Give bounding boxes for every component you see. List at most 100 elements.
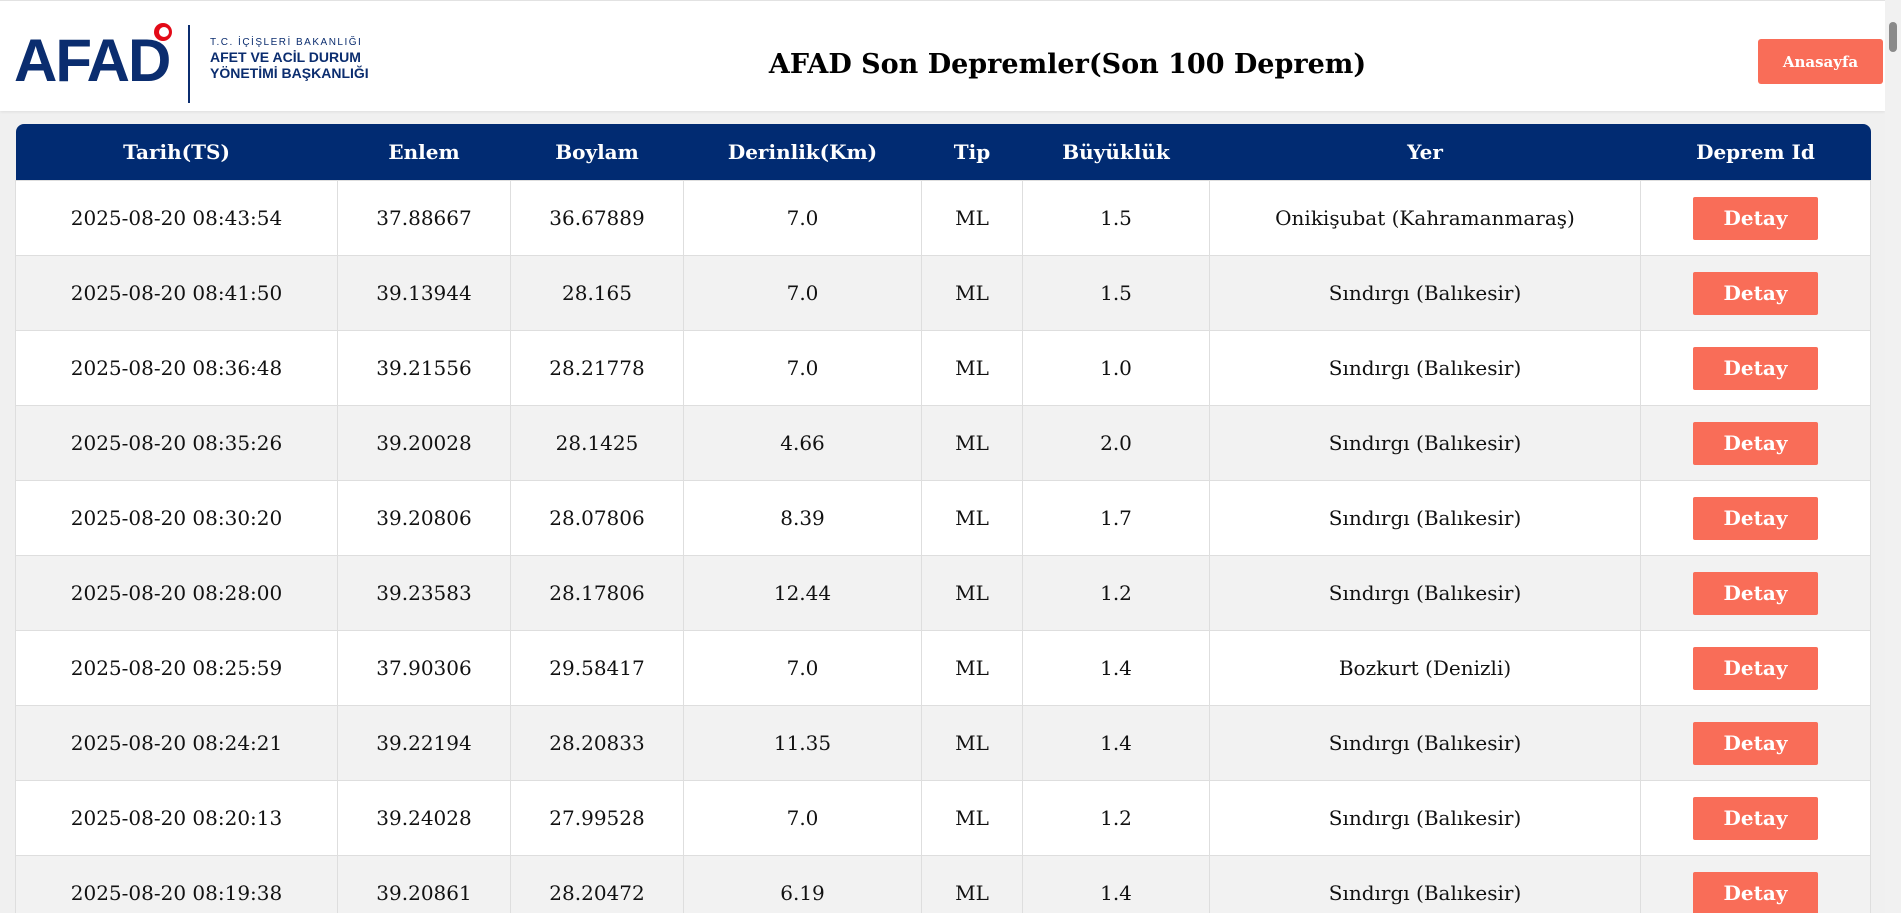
cell-magnitude: 2.0 bbox=[1022, 405, 1210, 481]
cell-depth: 12.44 bbox=[683, 555, 922, 631]
cell-depth: 7.0 bbox=[683, 330, 922, 406]
cell-longitude: 27.99528 bbox=[510, 780, 684, 856]
cell-location: Sındırgı (Balıkesir) bbox=[1209, 255, 1641, 331]
logo-text: T.C. İÇİŞLERİ BAKANLIĞI AFET VE ACİL DUR… bbox=[210, 37, 369, 81]
afad-logo[interactable]: AFAD T.C. İÇİŞLERİ BAKANLIĞI AFET VE ACİ… bbox=[14, 23, 374, 105]
scrollbar-thumb[interactable] bbox=[1889, 22, 1897, 52]
detail-button[interactable]: Detay bbox=[1693, 196, 1818, 240]
home-button[interactable]: Anasayfa bbox=[1758, 39, 1883, 84]
detail-button[interactable]: Detay bbox=[1693, 346, 1818, 390]
cell-date: 2025-08-20 08:28:00 bbox=[15, 555, 338, 631]
cell-latitude: 39.22194 bbox=[337, 705, 511, 781]
cell-type: ML bbox=[921, 180, 1023, 256]
column-header: Tip bbox=[953, 140, 991, 164]
cell-longitude: 28.165 bbox=[510, 255, 684, 331]
cell-depth: 11.35 bbox=[683, 705, 922, 781]
cell-detail: Detay bbox=[1640, 330, 1871, 406]
cell-location: Sındırgı (Balıkesir) bbox=[1209, 330, 1641, 406]
table-row: 2025-08-20 08:28:00 39.23583 28.17806 12.44… bbox=[15, 555, 1871, 631]
header: AFAD T.C. İÇİŞLERİ BAKANLIĞI AFET VE ACİ… bbox=[0, 0, 1885, 111]
cell-longitude: 28.1425 bbox=[510, 405, 684, 481]
detail-button[interactable]: Detay bbox=[1693, 796, 1818, 840]
cell-latitude: 37.88667 bbox=[337, 180, 511, 256]
cell-detail: Detay bbox=[1640, 180, 1871, 256]
cell-detail: Detay bbox=[1640, 780, 1871, 856]
logo-ministry: T.C. İÇİŞLERİ BAKANLIĞI bbox=[210, 37, 363, 48]
cell-type: ML bbox=[921, 855, 1023, 913]
table-row: 2025-08-20 08:30:20 39.20806 28.07806 8.39 M… bbox=[15, 480, 1871, 556]
cell-location: Bozkurt (Denizli) bbox=[1209, 630, 1641, 706]
column-header: Yer bbox=[1407, 140, 1443, 164]
table-row: 2025-08-20 08:25:59 37.90306 29.58417 7.0 ML… bbox=[15, 630, 1871, 706]
table-row: 2025-08-20 08:36:48 39.21556 28.21778 7.0 ML… bbox=[15, 330, 1871, 406]
detail-button[interactable]: Detay bbox=[1693, 646, 1818, 690]
cell-magnitude: 1.2 bbox=[1022, 555, 1210, 631]
cell-depth: 7.0 bbox=[683, 630, 922, 706]
cell-location: Sındırgı (Balıkesir) bbox=[1209, 705, 1641, 781]
cell-detail: Detay bbox=[1640, 405, 1871, 481]
cell-type: ML bbox=[921, 405, 1023, 481]
cell-magnitude: 1.7 bbox=[1022, 480, 1210, 556]
cell-depth: 4.66 bbox=[683, 405, 922, 481]
cell-magnitude: 1.2 bbox=[1022, 780, 1210, 856]
turkish-flag-icon bbox=[154, 23, 172, 41]
column-header: Enlem bbox=[388, 140, 460, 164]
cell-date: 2025-08-20 08:25:59 bbox=[15, 630, 338, 706]
cell-type: ML bbox=[921, 330, 1023, 406]
cell-location: Sındırgı (Balıkesir) bbox=[1209, 480, 1641, 556]
cell-detail: Detay bbox=[1640, 555, 1871, 631]
cell-location: Sındırgı (Balıkesir) bbox=[1209, 405, 1641, 481]
cell-date: 2025-08-20 08:24:21 bbox=[15, 705, 338, 781]
detail-button[interactable]: Detay bbox=[1693, 271, 1818, 315]
cell-type: ML bbox=[921, 630, 1023, 706]
table-row: 2025-08-20 08:20:13 39.24028 27.99528 7.0 ML… bbox=[15, 780, 1871, 856]
cell-date: 2025-08-20 08:41:50 bbox=[15, 255, 338, 331]
cell-longitude: 28.17806 bbox=[510, 555, 684, 631]
cell-latitude: 39.24028 bbox=[337, 780, 511, 856]
scrollbar[interactable] bbox=[1885, 0, 1901, 913]
cell-magnitude: 1.0 bbox=[1022, 330, 1210, 406]
cell-longitude: 36.67889 bbox=[510, 180, 684, 256]
cell-detail: Detay bbox=[1640, 480, 1871, 556]
cell-depth: 7.0 bbox=[683, 255, 922, 331]
cell-latitude: 39.20861 bbox=[337, 855, 511, 913]
column-header: Derinlik(Km) bbox=[727, 140, 878, 164]
cell-latitude: 39.20806 bbox=[337, 480, 511, 556]
table-row: 2025-08-20 08:41:50 39.13944 28.165 7.0 ML 1.… bbox=[15, 255, 1871, 331]
cell-type: ML bbox=[921, 780, 1023, 856]
cell-longitude: 29.58417 bbox=[510, 630, 684, 706]
cell-date: 2025-08-20 08:30:20 bbox=[15, 480, 338, 556]
cell-longitude: 28.20833 bbox=[510, 705, 684, 781]
cell-location: Onikişubat (Kahramanmaraş) bbox=[1209, 180, 1641, 256]
cell-type: ML bbox=[921, 480, 1023, 556]
detail-button[interactable]: Detay bbox=[1693, 496, 1818, 540]
cell-date: 2025-08-20 08:35:26 bbox=[15, 405, 338, 481]
page-title-wrap: AFAD Son Depremler(Son 100 Deprem) bbox=[0, 49, 1901, 80]
logo-divider bbox=[188, 25, 190, 103]
cell-date: 2025-08-20 08:36:48 bbox=[15, 330, 338, 406]
cell-type: ML bbox=[921, 705, 1023, 781]
table-row: 2025-08-20 08:43:54 37.88667 36.67889 7.0 ML… bbox=[15, 180, 1871, 256]
cell-detail: Detay bbox=[1640, 630, 1871, 706]
detail-button[interactable]: Detay bbox=[1693, 721, 1818, 765]
cell-depth: 7.0 bbox=[683, 180, 922, 256]
cell-date: 2025-08-20 08:20:13 bbox=[15, 780, 338, 856]
detail-button[interactable]: Detay bbox=[1693, 421, 1818, 465]
logo-agency-line1: AFET VE ACİL DURUM bbox=[210, 48, 361, 65]
cell-magnitude: 1.5 bbox=[1022, 255, 1210, 331]
cell-latitude: 37.90306 bbox=[337, 630, 511, 706]
detail-button[interactable]: Detay bbox=[1693, 571, 1818, 615]
cell-magnitude: 1.5 bbox=[1022, 180, 1210, 256]
cell-longitude: 28.07806 bbox=[510, 480, 684, 556]
cell-type: ML bbox=[921, 555, 1023, 631]
earthquake-table-wrapper: Tarih(TS) Enlem Boylam Derinlik(Km) Tip Büyük… bbox=[15, 124, 1871, 913]
cell-longitude: 28.21778 bbox=[510, 330, 684, 406]
cell-detail: Detay bbox=[1640, 705, 1871, 781]
cell-location: Sındırgı (Balıkesir) bbox=[1209, 855, 1641, 913]
cell-depth: 7.0 bbox=[683, 780, 922, 856]
cell-latitude: 39.20028 bbox=[337, 405, 511, 481]
column-header: Tarih(TS) bbox=[123, 140, 230, 164]
detail-button[interactable]: Detay bbox=[1693, 871, 1818, 913]
cell-depth: 8.39 bbox=[683, 480, 922, 556]
